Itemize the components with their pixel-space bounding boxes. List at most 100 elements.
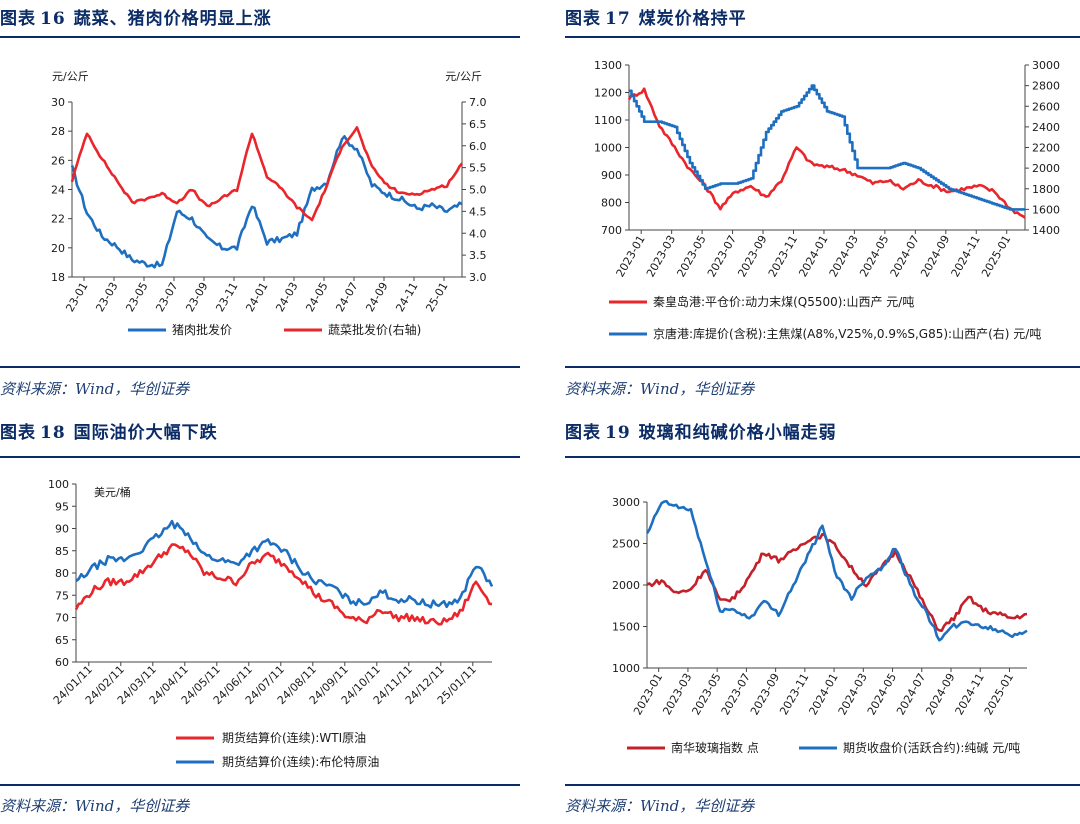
y-tick-label-right: 2000 — [1032, 162, 1060, 175]
x-tick-label: 2025-01 — [982, 671, 1016, 717]
source-note: 资料来源：Wind，华创证券 — [0, 380, 190, 398]
title-rule — [0, 36, 520, 38]
y-tick-label-left: 18 — [51, 271, 65, 284]
y-tick-label-right: 2400 — [1032, 121, 1060, 134]
y-tick-label-left: 90 — [55, 523, 69, 536]
y-tick-label-left: 1000 — [594, 142, 622, 155]
series-line-1 — [629, 84, 1025, 211]
y-tick-label-right: 2800 — [1032, 80, 1060, 93]
y-tick-label-left: 800 — [601, 197, 622, 210]
y-tick-label-left: 1200 — [594, 87, 622, 100]
legend-label: 秦皇岛港:平仓价:动力末煤(Q5500):山西产 元/吨 — [653, 294, 914, 309]
panel-fig19: 图表 19 玻璃和纯碱价格小幅走弱 1000 1500 2000 2500 3000 2023… — [565, 414, 1080, 824]
y-tick-label-right: 5.5 — [469, 162, 487, 175]
x-tick-label: 2023-03 — [644, 233, 678, 279]
y-tick-label-right: 1800 — [1032, 183, 1060, 196]
legend-label: 期货结算价(连续):布伦特原油 — [222, 754, 379, 769]
y-tick-label-left: 2000 — [612, 579, 640, 592]
x-tick-label: 2024-01 — [796, 233, 830, 279]
legend-label: 期货结算价(连续):WTI原油 — [222, 730, 366, 745]
x-tick-label: 2024-05 — [857, 233, 891, 279]
panel-title: 图表 19 玻璃和纯碱价格小幅走弱 — [565, 423, 837, 443]
x-tick-label: 2024-11 — [949, 233, 983, 279]
panel-title: 图表 17 煤炭价格持平 — [565, 9, 747, 29]
y-unit-left: 美元/桶 — [94, 485, 131, 499]
y-tick-label-left: 85 — [55, 545, 69, 558]
y-tick-label-right: 6.0 — [469, 140, 487, 153]
y-tick-label-left: 20 — [51, 242, 65, 255]
y-tick-label-left: 26 — [51, 154, 65, 167]
y-tick-label-right: 6.5 — [469, 118, 487, 131]
x-tick-label: 2024-09 — [918, 233, 952, 279]
series-line-1 — [70, 126, 464, 222]
y-tick-label-left: 3000 — [612, 496, 640, 509]
y-tick-label-left: 900 — [601, 169, 622, 182]
y-tick-label-left: 28 — [51, 125, 65, 138]
y-tick-label-right: 2600 — [1032, 100, 1060, 113]
legend-label: 京唐港:库提价(含税):主焦煤(A8%,V25%,0.9%S,G85):山西产(… — [653, 326, 1041, 341]
panel-title: 图表 16 蔬菜、猪肉价格明显上涨 — [0, 9, 272, 29]
panel-title: 图表 18 国际油价大幅下跌 — [0, 423, 218, 443]
series-line-0 — [74, 543, 493, 626]
series-line-0 — [70, 135, 463, 269]
source-note: 资料来源：Wind，华创证券 — [565, 380, 755, 398]
y-tick-label-right: 3.0 — [469, 271, 487, 284]
source-note: 资料来源：Wind，华创证券 — [0, 797, 190, 815]
x-tick-label: 24-03 — [273, 280, 300, 314]
x-tick-label: 23-01 — [63, 280, 90, 314]
y-tick-label-right: 4.5 — [469, 205, 487, 218]
y-tick-label-left: 22 — [51, 213, 65, 226]
y-tick-label-left: 70 — [55, 612, 69, 625]
panel-fig17: 图表 17 煤炭价格持平 700 800 900 1000 1100 1200 1300 1400… — [565, 0, 1080, 410]
y-tick-label-left: 100 — [48, 478, 69, 491]
chart-oil: 6065707580859095100美元/桶24/01/1124/02/112… — [48, 478, 494, 769]
series-line-1 — [645, 499, 1028, 642]
bottom-rule — [565, 784, 1080, 786]
y-unit-left: 元/公斤 — [52, 70, 89, 83]
x-tick-label: 24-01 — [243, 280, 270, 314]
y-tick-label-right: 1400 — [1032, 224, 1060, 237]
chart-vegetable-pork: 18 20 22 24 26 28 30 3.0 3.5 4.0 4.5 5.0 5.5 6.0 6.5 7.… — [51, 70, 487, 337]
y-tick-label-right: 2200 — [1032, 142, 1060, 155]
x-tick-label: 2024-03 — [827, 233, 861, 279]
x-tick-label: 2023-07 — [705, 233, 739, 279]
title-rule — [565, 36, 1080, 38]
panel-fig16: 图表 16 蔬菜、猪肉价格明显上涨 18 20 22 24 26 28 30 3.0 3.5 4.0 4… — [0, 0, 520, 410]
x-tick-label: 24-05 — [303, 280, 330, 314]
bottom-rule — [0, 784, 520, 786]
y-tick-label-left: 1000 — [612, 662, 640, 675]
series-line-0 — [646, 532, 1028, 632]
y-tick-label-left: 95 — [55, 500, 69, 513]
x-tick-label: 23-03 — [93, 280, 120, 314]
y-tick-label-left: 1500 — [612, 621, 640, 634]
y-unit-right: 元/公斤 — [445, 70, 482, 83]
legend-label: 期货收盘价(活跃合约):纯碱 元/吨 — [843, 740, 1020, 755]
y-tick-label-left: 2500 — [612, 538, 640, 551]
x-tick-label: 23-09 — [183, 280, 210, 314]
y-tick-label-left: 75 — [55, 589, 69, 602]
x-tick-label: 24-07 — [333, 280, 360, 314]
y-tick-label-right: 7.0 — [469, 96, 487, 109]
y-tick-label-right: 4.0 — [469, 227, 487, 240]
y-tick-label-right: 3000 — [1032, 59, 1060, 72]
y-tick-label-left: 1300 — [594, 59, 622, 72]
y-tick-label-right: 5.0 — [469, 184, 487, 197]
bottom-rule — [565, 366, 1080, 368]
x-tick-label: 2023-11 — [766, 233, 800, 279]
x-tick-label: 2023-05 — [674, 233, 708, 279]
chart-glass-soda: 100015002000250030002023-012023-032023-0… — [612, 496, 1028, 755]
x-tick-label: 24-09 — [363, 280, 390, 314]
chart-coal: 700 800 900 1000 1100 1200 1300 1400 1600 1800 200… — [594, 59, 1060, 341]
title-rule — [565, 456, 1080, 458]
x-tick-label: 2023-01 — [614, 233, 648, 279]
y-tick-label-right: 1600 — [1032, 203, 1060, 216]
y-tick-label-left: 30 — [51, 96, 65, 109]
x-tick-label: 23-05 — [123, 280, 150, 314]
y-tick-label-left: 24 — [51, 184, 65, 197]
x-tick-label: 25-01 — [423, 280, 450, 314]
bottom-rule — [0, 366, 520, 368]
x-tick-label: 2025-01 — [979, 233, 1013, 279]
y-tick-label-left: 65 — [55, 634, 69, 647]
x-tick-label: 2023-09 — [735, 233, 769, 279]
legend-label: 南华玻璃指数 点 — [671, 740, 759, 755]
